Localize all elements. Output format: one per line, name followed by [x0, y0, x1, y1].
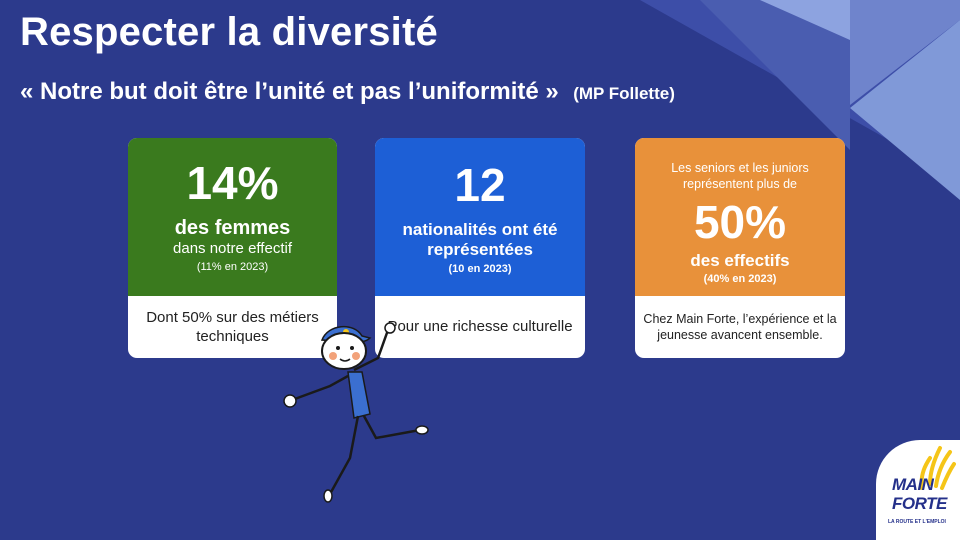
stat-comparison: (10 en 2023): [448, 262, 512, 275]
stat-comparison: (11% en 2023): [196, 260, 269, 273]
page-title: Respecter la diversité: [20, 10, 438, 54]
main-forte-logo: MAIN FORTE LA ROUTE ET L'EMPLOI: [876, 440, 960, 540]
stick-figure-mascot: [283, 322, 429, 503]
quote-line: « Notre but doit être l’unité et pas l’u…: [20, 78, 675, 106]
stat-card-footer: Chez Main Forte, l’expérience et la jeun…: [635, 296, 845, 358]
stat-detail: dans notre effectif: [173, 240, 292, 257]
stat-intro: Les seniors et les juniors représentent …: [671, 161, 809, 192]
stat-headline: des effectifs: [690, 250, 790, 270]
stat-value: 12: [454, 159, 506, 211]
stat-card-nationalities: 12 nationalités ont été représentées (10…: [375, 138, 585, 358]
stat-value: 14%: [186, 157, 279, 209]
stat-card-age-groups: Les seniors et les juniors représentent …: [635, 138, 845, 358]
logo-tagline: LA ROUTE ET L'EMPLOI: [888, 519, 946, 525]
stat-card-nationalities-top: 12 nationalités ont été représentées (10…: [375, 138, 585, 296]
logo-word-main: MAIN: [892, 475, 934, 494]
stat-headline: des femmes: [174, 217, 291, 239]
stat-value: 50%: [693, 195, 787, 248]
logo-word-forte: FORTE: [892, 494, 947, 513]
stat-comparison: (40% en 2023): [703, 272, 777, 285]
quote-text: « Notre but doit être l’unité et pas l’u…: [20, 78, 559, 105]
stat-card-footer: Pour une richesse culturelle: [375, 296, 585, 358]
stat-card-age-groups-top: Les seniors et les juniors représentent …: [635, 138, 845, 296]
stat-footer-text: Dont 50% sur des métiers techniques: [146, 308, 319, 346]
stat-footer-text: Pour une richesse culturelle: [387, 318, 573, 336]
stat-footer-text: Chez Main Forte, l’expérience et la jeun…: [643, 311, 837, 342]
stat-card-footer: Dont 50% sur des métiers techniques: [128, 296, 337, 358]
stat-headline: nationalités ont été représentées: [402, 220, 558, 260]
quote-author: (MP Follette): [573, 84, 675, 103]
stat-card-women: 14% des femmes dans notre effectif (11% …: [128, 138, 337, 358]
hand-logo-icon: [919, 446, 956, 490]
stat-card-women-top: 14% des femmes dans notre effectif (11% …: [128, 138, 337, 296]
